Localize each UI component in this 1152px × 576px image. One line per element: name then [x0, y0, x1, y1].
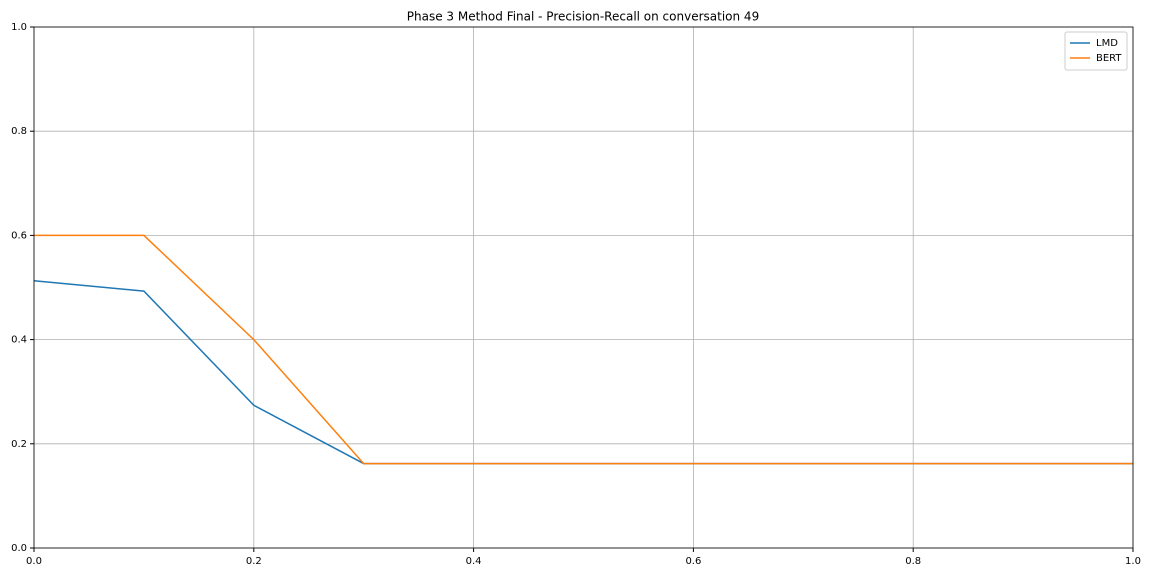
y-tick-label: 0.8: [11, 126, 27, 137]
legend-label: LMD: [1096, 38, 1118, 49]
y-tick-label: 0.6: [11, 230, 27, 241]
x-tick-label: 0.4: [466, 556, 482, 567]
x-tick-label: 0.0: [26, 556, 42, 567]
chart-title: Phase 3 Method Final - Precision-Recall …: [407, 10, 759, 24]
legend-box: [1064, 31, 1128, 71]
y-tick-label: 1.0: [11, 22, 27, 33]
y-tick-label: 0.0: [11, 543, 27, 554]
legend-label: BERT: [1096, 53, 1122, 64]
x-tick-label: 0.6: [685, 556, 701, 567]
y-tick-label: 0.2: [11, 439, 27, 450]
y-tick-label: 0.4: [11, 335, 27, 346]
x-tick-label: 0.2: [246, 556, 262, 567]
plot-frame: [33, 26, 1134, 549]
x-tick-label: 1.0: [1125, 556, 1141, 567]
x-tick-label: 0.8: [905, 556, 921, 567]
data-line: [34, 234, 1133, 465]
data-line: [33, 279, 1133, 465]
